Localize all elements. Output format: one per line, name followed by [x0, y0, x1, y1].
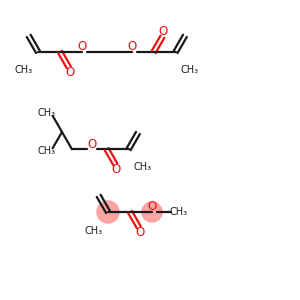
Text: CH₃: CH₃ — [15, 65, 33, 75]
Text: O: O — [147, 200, 157, 214]
Text: O: O — [127, 40, 136, 53]
Text: CH₃: CH₃ — [38, 146, 56, 156]
Text: O: O — [112, 163, 121, 176]
Text: O: O — [88, 138, 97, 151]
Text: CH₃: CH₃ — [169, 207, 188, 217]
Text: O: O — [77, 40, 87, 53]
Circle shape — [97, 201, 119, 223]
Circle shape — [142, 202, 162, 222]
Text: CH₃: CH₃ — [134, 162, 152, 172]
Text: O: O — [65, 66, 74, 79]
Text: CH₃: CH₃ — [38, 108, 56, 118]
Text: O: O — [135, 226, 144, 239]
Text: CH₃: CH₃ — [181, 65, 199, 75]
Text: CH₃: CH₃ — [85, 226, 103, 236]
Text: O: O — [159, 25, 168, 38]
